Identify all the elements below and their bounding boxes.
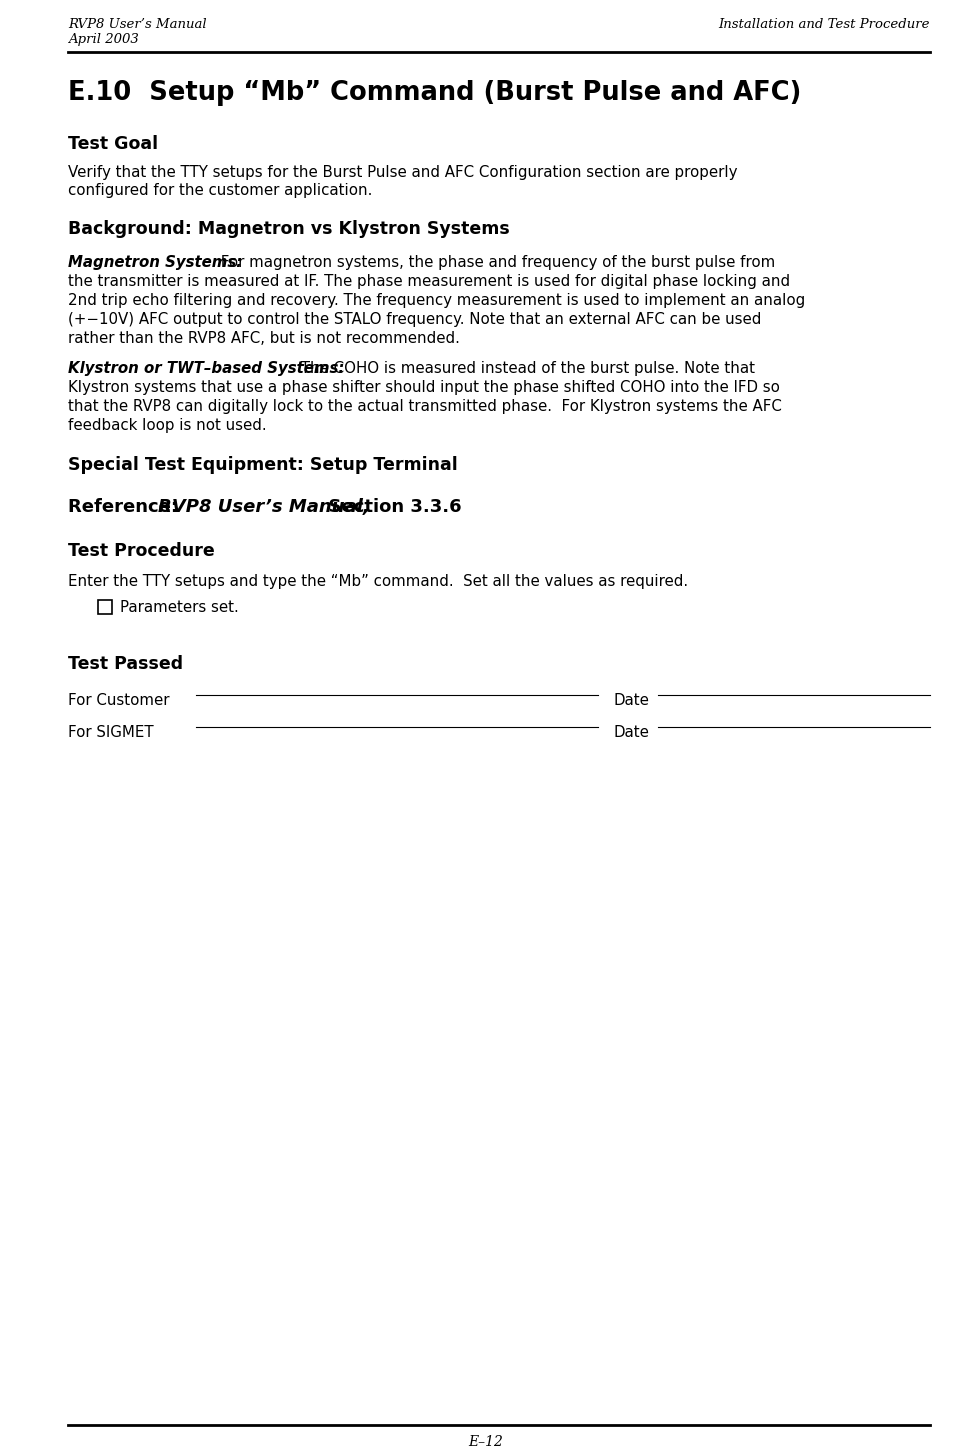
Text: Test Goal: Test Goal [68,135,158,153]
Text: Test Procedure: Test Procedure [68,542,215,561]
Text: Parameters set.: Parameters set. [120,600,239,614]
Text: E–12: E–12 [469,1436,503,1449]
Text: configured for the customer application.: configured for the customer application. [68,183,372,198]
Text: For Customer: For Customer [68,693,169,708]
Text: For magnetron systems, the phase and frequency of the burst pulse from: For magnetron systems, the phase and fre… [216,255,776,269]
Text: the transmitter is measured at IF. The phase measurement is used for digital pha: the transmitter is measured at IF. The p… [68,274,790,288]
Text: feedback loop is not used.: feedback loop is not used. [68,418,266,432]
Text: Klystron systems that use a phase shifter should input the phase shifted COHO in: Klystron systems that use a phase shifte… [68,380,780,395]
Text: Enter the TTY setups and type the “Mb” command.  Set all the values as required.: Enter the TTY setups and type the “Mb” c… [68,574,688,590]
Text: April 2003: April 2003 [68,33,139,47]
Text: that the RVP8 can digitally lock to the actual transmitted phase.  For Klystron : that the RVP8 can digitally lock to the … [68,399,781,414]
Text: Date: Date [613,693,649,708]
Text: E.10  Setup “Mb” Command (Burst Pulse and AFC): E.10 Setup “Mb” Command (Burst Pulse and… [68,80,801,106]
Text: Section 3.3.6: Section 3.3.6 [316,498,462,515]
Text: Date: Date [613,725,649,740]
Text: For SIGMET: For SIGMET [68,725,154,740]
Text: The COHO is measured instead of the burst pulse. Note that: The COHO is measured instead of the burs… [296,361,755,376]
Text: rather than the RVP8 AFC, but is not recommended.: rather than the RVP8 AFC, but is not rec… [68,331,460,347]
Text: Installation and Test Procedure: Installation and Test Procedure [718,17,930,31]
Text: RVP8 User’s Manual,: RVP8 User’s Manual, [158,498,369,515]
Text: Klystron or TWT–based Systems:: Klystron or TWT–based Systems: [68,361,344,376]
FancyBboxPatch shape [98,600,112,614]
Text: RVP8 User’s Manual: RVP8 User’s Manual [68,17,207,31]
Text: Background: Magnetron vs Klystron Systems: Background: Magnetron vs Klystron System… [68,220,509,237]
Text: 2nd trip echo filtering and recovery. The frequency measurement is used to imple: 2nd trip echo filtering and recovery. Th… [68,293,805,309]
Text: Special Test Equipment: Setup Terminal: Special Test Equipment: Setup Terminal [68,456,458,475]
Text: Test Passed: Test Passed [68,655,183,673]
Text: Reference:: Reference: [68,498,185,515]
Text: Magnetron Systems:: Magnetron Systems: [68,255,242,269]
Text: Verify that the TTY setups for the Burst Pulse and AFC Configuration section are: Verify that the TTY setups for the Burst… [68,165,738,181]
Text: (+−10V) AFC output to control the STALO frequency. Note that an external AFC can: (+−10V) AFC output to control the STALO … [68,312,761,328]
